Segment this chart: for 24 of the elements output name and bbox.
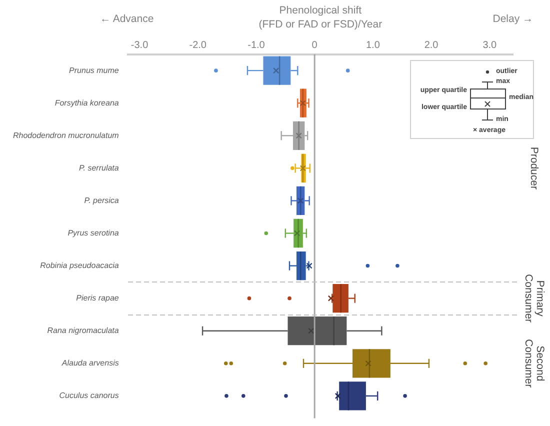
y-tick-label: Cuculus canorus: [59, 391, 119, 400]
x-tick-label: -1.0: [248, 40, 266, 52]
y-tick-label: Rana nigromaculata: [47, 326, 120, 336]
y-tick-label: Pyrus serotina: [68, 228, 120, 238]
text: Delay →: [492, 12, 533, 25]
text: Second Consumer: [522, 339, 546, 388]
y-tick-label: Rhododendron mucronulatum: [13, 130, 120, 140]
x-tick-label: -3.0: [130, 40, 149, 52]
y-tick-label: P. persica: [84, 196, 120, 205]
x-axis-title: Phenological shift (FFD or FAD or FSD)/Year: [258, 4, 383, 30]
y-tick-label: P. serrulata: [78, 163, 120, 172]
text: ← Advance: [100, 12, 154, 25]
y-tick-label: Robinia pseudoacacia: [40, 261, 120, 270]
y-tick-label: Pieris rapae: [76, 294, 120, 303]
text: Primary Consumer: [522, 274, 546, 324]
x-tick-label: 2.0: [424, 40, 439, 52]
x-tick-label: -2.0: [189, 40, 207, 52]
y-tick-label: Prunus mume: [69, 66, 120, 75]
x-tick-label: 0: [312, 40, 318, 52]
text: Producer: [528, 146, 540, 190]
y-tick-label: Alauda arvensis: [60, 358, 119, 368]
y-tick-label: Forsythia koreana: [54, 98, 120, 108]
x-tick-label: 3.0: [482, 40, 498, 52]
x-tick-label: 1.0: [366, 40, 380, 52]
